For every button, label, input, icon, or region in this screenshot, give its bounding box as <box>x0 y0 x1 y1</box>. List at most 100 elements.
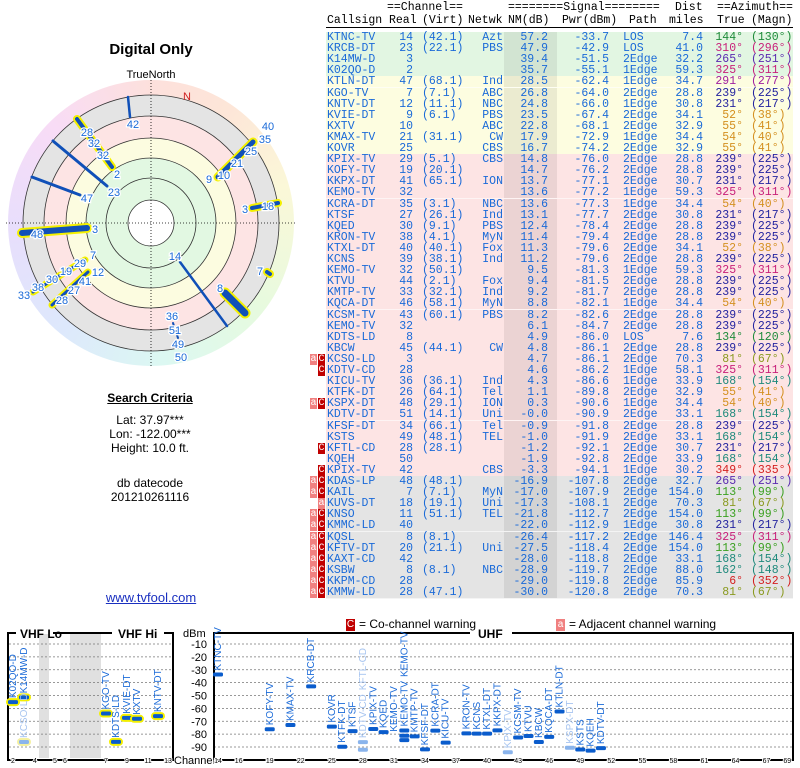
tvfool-link[interactable]: www.tvfool.com <box>105 590 197 605</box>
station-label: KFTL-CD <box>358 648 369 690</box>
col-real: Real <box>389 14 417 27</box>
co-channel-warning-badge: C <box>318 531 325 543</box>
station-bar <box>306 684 317 689</box>
nm-column-shade <box>504 109 557 121</box>
callsign: K14MW-D <box>327 53 376 67</box>
noise-margin: 9.5 <box>527 264 548 278</box>
noise-margin: 14.7 <box>520 164 548 178</box>
azimuth-magnetic: (225°) <box>751 253 793 266</box>
station-row: KNSO 11 (51.1) TEL -21.8 -112.7 2Edge 154.0 113°… <box>326 508 793 522</box>
ray-label: 30 <box>46 274 58 286</box>
azimuth-true: 81° <box>722 497 743 511</box>
col-netwk: Netwk <box>468 14 503 27</box>
ray-label: 42 <box>127 119 139 131</box>
noise-margin: -17.3 <box>513 497 548 511</box>
callsign: KUVS-DT <box>327 497 376 511</box>
power: -112.7 <box>567 508 609 522</box>
virtual-channel: (7.1) <box>422 486 457 500</box>
x-tick-label: 37 <box>452 758 460 765</box>
station-label: KEMO-TV <box>389 686 400 732</box>
azimuth-magnetic: (40°) <box>751 197 786 211</box>
station-row: KMMC-LD 40 -22.0 -112.9 1Edge 30.8 231° (217°) <box>326 519 793 533</box>
nm-column-shade <box>504 398 557 410</box>
y-tick-label: -70 <box>191 716 207 728</box>
path: 1Edge <box>623 364 658 377</box>
noise-margin: 16.7 <box>520 142 548 155</box>
azimuth-magnetic: (251°) <box>751 53 793 67</box>
station-label: KDTV-DT <box>596 701 607 744</box>
nm-column-shade <box>504 320 557 332</box>
station-bar <box>575 747 586 752</box>
signal-rays <box>17 95 282 339</box>
station-label: KOFY-TV <box>265 682 276 725</box>
station-row: KAXT-CD 42 -28.0 -118.8 2Edge 33.1 168° (154°) <box>326 552 793 566</box>
virtual-channel: (5.1) <box>422 153 457 167</box>
polar-title: Digital Only <box>109 41 193 58</box>
network: ION <box>482 397 503 411</box>
network: CW <box>489 341 503 355</box>
path: 2Edge <box>623 430 658 444</box>
virtual-channel: (66.1) <box>422 419 464 433</box>
x-tick-label: 9 <box>125 758 129 765</box>
station-label: KTNC-TV <box>213 627 224 671</box>
ray-label: 38 <box>32 282 44 294</box>
x-tick-label: 16 <box>235 758 243 765</box>
x-tick-label: 4 <box>33 758 37 765</box>
x-tick-label: 19 <box>266 758 274 765</box>
x-tick-label: 2 <box>11 758 15 765</box>
network: PBS <box>482 42 503 56</box>
network: Ind <box>482 75 503 89</box>
station-bar <box>430 728 441 733</box>
azimuth-magnetic: (311°) <box>751 530 793 544</box>
callsign: KEMO-TV <box>327 264 376 278</box>
network: ION <box>482 175 503 189</box>
azimuth-true: 325° <box>715 530 743 544</box>
network: ABC <box>482 119 503 133</box>
co-channel-warning-badge: C <box>318 464 325 476</box>
power: -77.1 <box>574 175 609 189</box>
x-tick-label: 69 <box>783 758 791 765</box>
ray-label: 48 <box>31 229 43 241</box>
ray-label: 7 <box>90 250 96 262</box>
power: -89.8 <box>574 386 609 400</box>
azimuth-magnetic: (67°) <box>751 586 786 599</box>
uhf-label: UHF <box>478 627 503 641</box>
distance: 30.2 <box>675 463 703 477</box>
path: 2Edge <box>623 142 658 155</box>
ray-label: 10 <box>218 170 230 182</box>
station-label: K14MW-D <box>19 647 30 693</box>
noise-margin: 23.5 <box>520 108 548 122</box>
station-label: KTLN-DT <box>555 665 566 707</box>
path: 2Edge <box>623 53 658 67</box>
x-axis-label: Channel <box>174 755 215 767</box>
nm-column-shade <box>504 331 557 343</box>
noise-margin: -29.0 <box>513 574 548 588</box>
distance: 70.3 <box>675 352 703 366</box>
network: Tel <box>482 386 503 400</box>
azimuth-true: 55° <box>722 142 743 155</box>
power: -118.4 <box>567 541 609 555</box>
azimuth-true: 325° <box>715 264 743 278</box>
station-bar <box>523 734 534 739</box>
azimuth-magnetic: (296°) <box>751 42 793 56</box>
co-channel-warning-badge: C <box>318 553 325 565</box>
azimuth-magnetic: (217°) <box>751 441 793 455</box>
antenna-height: Height: 10.0 ft. <box>110 441 190 455</box>
adjacent-channel-warning-badge: a <box>310 353 317 365</box>
noise-margin: -1.9 <box>520 452 548 466</box>
azimuth-magnetic: (225°) <box>751 230 793 244</box>
azimuth-true: 6° <box>729 574 743 588</box>
virtual-channel: (3.1) <box>422 197 457 211</box>
adjacent-channel-legend: a = Adjacent channel warning <box>556 617 716 631</box>
azimuth-magnetic: (217°) <box>751 97 793 111</box>
power: -77.3 <box>574 197 609 211</box>
co-channel-warning-badge: C <box>318 365 325 376</box>
distance: 154.0 <box>668 486 703 500</box>
callsign: KMMW-LD <box>327 586 376 599</box>
station-bar <box>492 728 503 733</box>
callsign: KXTV <box>327 119 355 133</box>
azimuth-true: 113° <box>715 486 743 500</box>
power: -118.8 <box>567 552 609 566</box>
distance: 32.9 <box>675 142 703 155</box>
path: 1Edge <box>623 519 658 533</box>
